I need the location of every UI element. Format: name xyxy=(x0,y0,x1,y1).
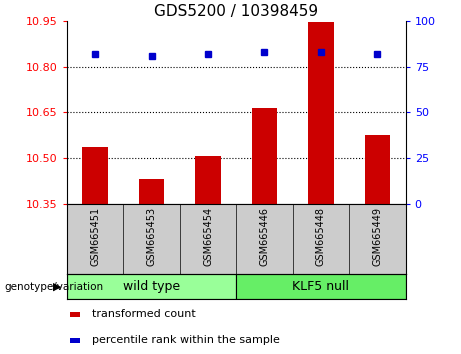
Text: transformed count: transformed count xyxy=(92,309,196,320)
Text: GSM665453: GSM665453 xyxy=(147,207,157,266)
Text: percentile rank within the sample: percentile rank within the sample xyxy=(92,335,280,345)
Bar xyxy=(236,274,406,299)
Bar xyxy=(365,135,390,204)
Text: KLF5 null: KLF5 null xyxy=(292,280,349,293)
Bar xyxy=(70,312,80,317)
Text: genotype/variation: genotype/variation xyxy=(5,282,104,292)
Bar xyxy=(308,22,334,204)
Bar xyxy=(67,274,236,299)
Bar xyxy=(139,179,164,204)
Text: GSM665451: GSM665451 xyxy=(90,207,100,266)
Bar xyxy=(252,108,277,204)
Text: wild type: wild type xyxy=(123,280,180,293)
Bar xyxy=(70,338,80,343)
Bar xyxy=(83,147,108,204)
Text: GSM665448: GSM665448 xyxy=(316,207,326,266)
Text: GSM665446: GSM665446 xyxy=(260,207,270,266)
Bar xyxy=(195,156,221,204)
Text: GSM665454: GSM665454 xyxy=(203,207,213,266)
Text: GSM665449: GSM665449 xyxy=(372,207,383,266)
Title: GDS5200 / 10398459: GDS5200 / 10398459 xyxy=(154,4,319,19)
Text: ▶: ▶ xyxy=(53,282,62,292)
